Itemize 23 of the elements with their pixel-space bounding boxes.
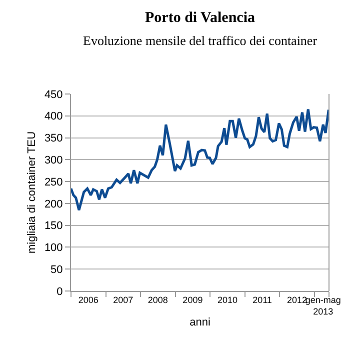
- x-tick-label: 2007: [113, 294, 134, 305]
- y-tick-label: 50: [50, 264, 63, 276]
- x-axis-title: anni: [190, 316, 210, 329]
- x-tick-label: 2009: [182, 294, 203, 305]
- x-tick-label: 2008: [148, 294, 168, 305]
- y-tick-label: 450: [44, 88, 63, 101]
- chart-subtitle: Evoluzione mensile del traffico dei container: [83, 33, 318, 48]
- y-axis-title: migliaia di container TEU: [26, 131, 38, 254]
- x-tick-label: 2011: [252, 294, 272, 305]
- x-tick-label: 2006: [78, 294, 98, 305]
- y-tick-label: 100: [44, 242, 63, 254]
- y-tick-label: 400: [44, 110, 63, 123]
- y-tick-label: 150: [44, 220, 63, 232]
- x-tick-label: 2010: [217, 294, 238, 305]
- y-tick-label: 350: [44, 132, 63, 145]
- y-tick-label: 200: [44, 198, 63, 210]
- y-tick-label: 250: [44, 176, 63, 188]
- y-tick-label: 300: [44, 154, 63, 167]
- x-tick-label: 2012: [286, 294, 308, 305]
- y-tick-label: 0: [56, 286, 63, 298]
- line-series: [71, 108, 329, 212]
- x-tick-label: gen-mag 2013: [305, 294, 341, 316]
- chart-title: Porto di Valencia: [145, 10, 256, 26]
